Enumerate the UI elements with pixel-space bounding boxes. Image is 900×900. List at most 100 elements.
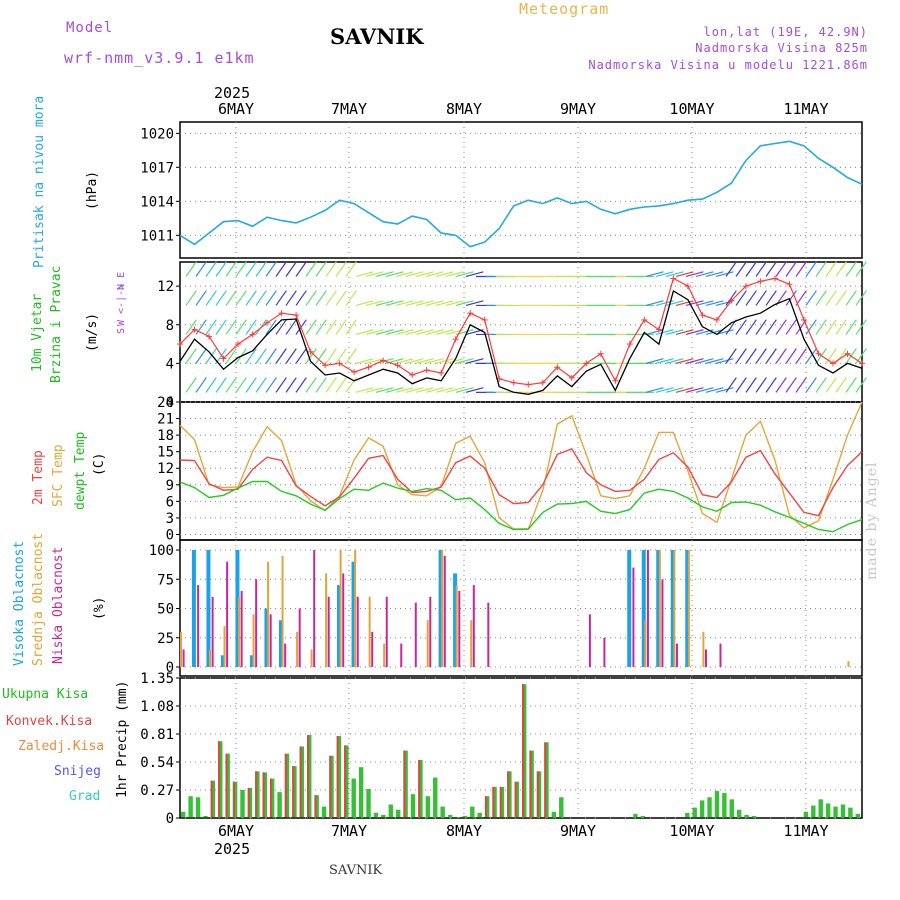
wind-barb bbox=[425, 329, 444, 335]
wind-barb bbox=[785, 261, 797, 277]
wind-barb bbox=[285, 348, 297, 364]
precip-total-bar bbox=[714, 791, 720, 818]
wind-barb bbox=[305, 290, 317, 306]
precip-total-bar bbox=[751, 815, 757, 818]
model-label: Model bbox=[66, 20, 114, 36]
wind-barb bbox=[415, 387, 434, 393]
cloud-bar bbox=[414, 602, 417, 667]
wind-barb bbox=[785, 319, 797, 335]
cloud-bar bbox=[211, 596, 214, 667]
cloud-bar bbox=[487, 602, 490, 667]
cloud-bar bbox=[206, 550, 211, 667]
cloud-bar bbox=[687, 550, 690, 667]
wind-barb bbox=[185, 261, 197, 277]
wind-barb bbox=[415, 271, 434, 278]
wind-barb bbox=[195, 261, 207, 277]
cloud-bar bbox=[284, 643, 287, 667]
temp-tick-label: 0 bbox=[166, 527, 174, 543]
precip-total-bar bbox=[358, 767, 364, 818]
bottom-year-label: 2025 bbox=[214, 840, 250, 858]
cloud-bar bbox=[383, 643, 386, 667]
cloud-bar bbox=[400, 643, 403, 667]
cloud-bar bbox=[313, 550, 316, 667]
cloud-bar bbox=[310, 649, 313, 667]
precip-tick-label: 1.08 bbox=[140, 699, 174, 715]
wind-barb bbox=[425, 300, 444, 307]
wind-barb bbox=[805, 290, 817, 306]
precip-total-bar bbox=[299, 746, 305, 818]
precip-total-bar bbox=[351, 778, 356, 818]
precip-total-bar bbox=[210, 780, 216, 818]
wind-barb bbox=[425, 387, 444, 393]
top-date-label: 9MAY bbox=[560, 100, 596, 118]
wind-barb bbox=[835, 377, 847, 393]
cloud-bar bbox=[337, 585, 342, 667]
wind-barb bbox=[245, 290, 257, 306]
wind-barb bbox=[415, 300, 434, 307]
temp-tick-label: 24 bbox=[157, 395, 174, 411]
precip-total-bar bbox=[818, 799, 823, 818]
wind-barb bbox=[705, 387, 724, 393]
wind-barb bbox=[675, 329, 694, 335]
wind-barb bbox=[735, 319, 747, 335]
precip-legend-item: Konvek.Kisa bbox=[6, 714, 92, 729]
precip-conv-bar bbox=[403, 750, 406, 818]
wind-barb bbox=[365, 387, 384, 393]
pressure-tick-label: 1011 bbox=[140, 228, 174, 244]
top-date-label: 7MAY bbox=[331, 100, 367, 118]
precip-conv-bar bbox=[529, 750, 532, 818]
wind-barb bbox=[345, 319, 357, 335]
wind-barb bbox=[665, 358, 684, 364]
wind-barb bbox=[435, 300, 454, 307]
wind-barb bbox=[405, 387, 424, 393]
wind-barb bbox=[225, 348, 237, 364]
cloud-bar bbox=[702, 631, 705, 667]
precip-total-bar bbox=[373, 812, 379, 818]
cloud-bar bbox=[298, 608, 301, 667]
wind-barb bbox=[195, 290, 207, 306]
cloud-bar bbox=[670, 550, 675, 667]
wind-barb bbox=[665, 329, 684, 335]
wind-barb bbox=[745, 348, 757, 364]
wind-barb bbox=[345, 261, 357, 277]
clouds-tick-label: 100 bbox=[149, 543, 174, 559]
wind-barb bbox=[695, 358, 714, 364]
bottom-date-label: 11MAY bbox=[783, 822, 828, 840]
precip-conv-bar bbox=[314, 795, 317, 818]
wind-barb bbox=[225, 319, 237, 335]
cloud-bar bbox=[226, 561, 229, 667]
precip-total-bar bbox=[855, 813, 860, 818]
wind-barb bbox=[715, 271, 734, 278]
wind-barb bbox=[285, 377, 297, 393]
wind-barb bbox=[285, 261, 297, 277]
wind-barb bbox=[775, 261, 787, 277]
wind-barb bbox=[835, 290, 847, 306]
wind-barb bbox=[405, 300, 424, 307]
cloud-bar bbox=[675, 643, 678, 667]
wind-barb bbox=[455, 300, 474, 307]
wind-barb bbox=[855, 377, 867, 393]
precip-total-bar bbox=[277, 792, 282, 818]
precip-total-bar bbox=[218, 741, 223, 818]
cloud-bar bbox=[220, 655, 225, 667]
precip-total-bar bbox=[722, 793, 727, 818]
precip-total-bar bbox=[395, 809, 401, 818]
cloud-bar bbox=[673, 550, 676, 667]
cloud-bar bbox=[252, 614, 255, 667]
wind-barb bbox=[745, 290, 757, 306]
precip-total-bar bbox=[344, 745, 349, 818]
wind-barb bbox=[855, 319, 867, 335]
high-cloud-axis-title: Visoka Oblacnost bbox=[12, 541, 27, 666]
precip-conv-bar bbox=[284, 753, 287, 818]
cloud-bar bbox=[351, 561, 356, 667]
wind-barb bbox=[395, 300, 414, 307]
cloud-bar bbox=[641, 550, 646, 667]
cloud-bar bbox=[327, 596, 330, 667]
cloud-bar bbox=[371, 631, 374, 667]
wind-barb bbox=[655, 387, 674, 393]
wind-barb bbox=[435, 358, 454, 364]
cloud-bar bbox=[719, 643, 722, 667]
temp-tick-label: 12 bbox=[157, 461, 174, 477]
wind-barb bbox=[795, 377, 807, 393]
wind-barb bbox=[315, 319, 327, 335]
